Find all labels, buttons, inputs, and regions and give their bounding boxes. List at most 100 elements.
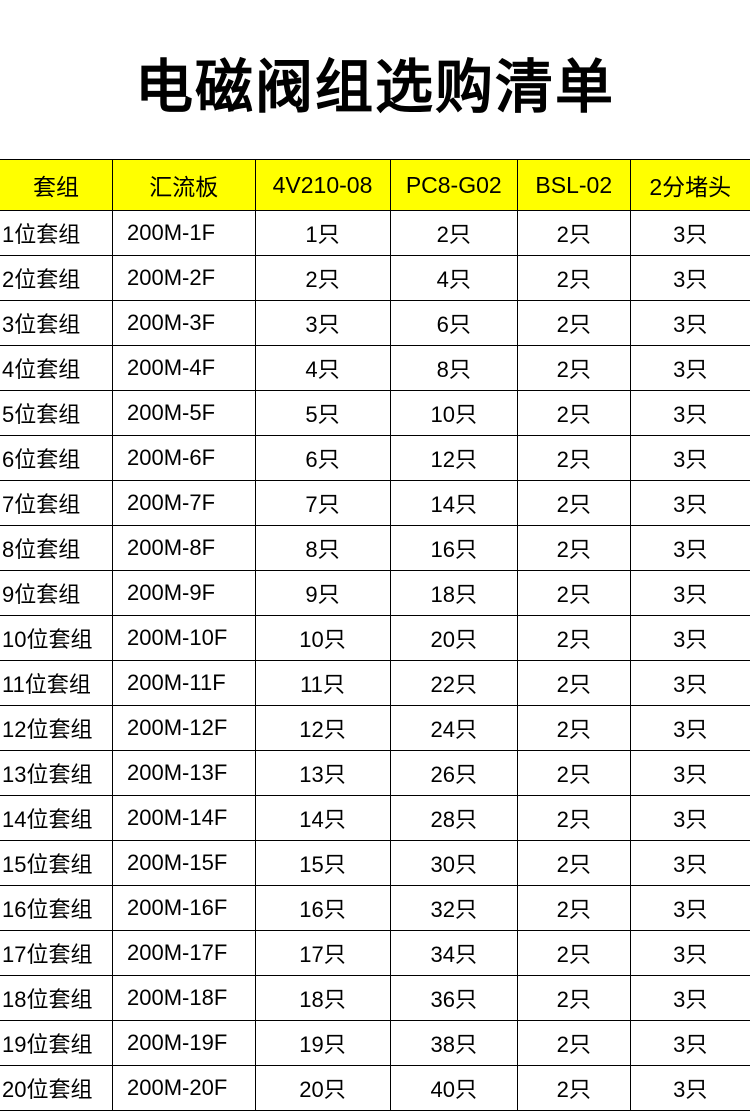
table-cell: 200M-9F: [113, 571, 256, 616]
header-row: 套组汇流板4V210-08PC8-G02BSL-022分堵头: [0, 160, 750, 211]
table-cell: 4只: [390, 256, 518, 301]
table-cell: 2位套组: [0, 256, 113, 301]
table-cell: 4位套组: [0, 346, 113, 391]
table-cell: 15位套组: [0, 841, 113, 886]
table-row: 4位套组200M-4F4只8只2只3只: [0, 346, 750, 391]
table-cell: 10只: [255, 616, 390, 661]
table-cell: 2只: [518, 211, 631, 256]
table-cell: 2只: [518, 481, 631, 526]
table-cell: 18只: [255, 976, 390, 1021]
table-cell: 3只: [255, 301, 390, 346]
table-cell: 3只: [630, 931, 750, 976]
table-cell: 3只: [630, 436, 750, 481]
table-cell: 2只: [518, 301, 631, 346]
table-row: 11位套组200M-11F11只22只2只3只: [0, 661, 750, 706]
table-row: 16位套组200M-16F16只32只2只3只: [0, 886, 750, 931]
table-row: 5位套组200M-5F5只10只2只3只: [0, 391, 750, 436]
table-cell: 200M-2F: [113, 256, 256, 301]
table-header: 套组汇流板4V210-08PC8-G02BSL-022分堵头: [0, 160, 750, 211]
table-cell: 3只: [630, 256, 750, 301]
table-body: 1位套组200M-1F1只2只2只3只2位套组200M-2F2只4只2只3只3位…: [0, 211, 750, 1111]
table-row: 20位套组200M-20F20只40只2只3只: [0, 1066, 750, 1111]
table-row: 18位套组200M-18F18只36只2只3只: [0, 976, 750, 1021]
table-cell: 3只: [630, 391, 750, 436]
table-cell: 3只: [630, 616, 750, 661]
table-cell: 200M-5F: [113, 391, 256, 436]
table-cell: 9只: [255, 571, 390, 616]
table-cell: 200M-4F: [113, 346, 256, 391]
table-cell: 3只: [630, 796, 750, 841]
table-cell: 2只: [518, 841, 631, 886]
table-cell: 200M-14F: [113, 796, 256, 841]
table-cell: 2只: [518, 661, 631, 706]
table-cell: 12只: [255, 706, 390, 751]
table-row: 14位套组200M-14F14只28只2只3只: [0, 796, 750, 841]
table-cell: 24只: [390, 706, 518, 751]
table-cell: 200M-6F: [113, 436, 256, 481]
table-cell: 17只: [255, 931, 390, 976]
table-cell: 13位套组: [0, 751, 113, 796]
table-cell: 40只: [390, 1066, 518, 1111]
column-header-1: 汇流板: [113, 160, 256, 211]
table-cell: 3只: [630, 706, 750, 751]
table-cell: 18位套组: [0, 976, 113, 1021]
table-cell: 4只: [255, 346, 390, 391]
table-cell: 2只: [518, 436, 631, 481]
table-cell: 2只: [518, 1021, 631, 1066]
table-row: 2位套组200M-2F2只4只2只3只: [0, 256, 750, 301]
table-cell: 6位套组: [0, 436, 113, 481]
column-header-5: 2分堵头: [630, 160, 750, 211]
table-row: 1位套组200M-1F1只2只2只3只: [0, 211, 750, 256]
table-cell: 16只: [255, 886, 390, 931]
table-row: 10位套组200M-10F10只20只2只3只: [0, 616, 750, 661]
table-cell: 2只: [518, 931, 631, 976]
table-cell: 34只: [390, 931, 518, 976]
table-cell: 12只: [390, 436, 518, 481]
table-cell: 38只: [390, 1021, 518, 1066]
table-row: 9位套组200M-9F9只18只2只3只: [0, 571, 750, 616]
table-cell: 7位套组: [0, 481, 113, 526]
page-title: 电磁阀组选购清单: [0, 40, 750, 124]
table-cell: 1只: [255, 211, 390, 256]
table-cell: 3只: [630, 751, 750, 796]
table-cell: 2只: [390, 211, 518, 256]
table-cell: 200M-13F: [113, 751, 256, 796]
table-cell: 200M-18F: [113, 976, 256, 1021]
table-row: 7位套组200M-7F7只14只2只3只: [0, 481, 750, 526]
table-cell: 5只: [255, 391, 390, 436]
table-cell: 18只: [390, 571, 518, 616]
table-cell: 200M-16F: [113, 886, 256, 931]
table-cell: 2只: [518, 751, 631, 796]
table-cell: 14位套组: [0, 796, 113, 841]
table-cell: 16位套组: [0, 886, 113, 931]
table-cell: 2只: [518, 706, 631, 751]
table-cell: 2只: [518, 346, 631, 391]
table-cell: 26只: [390, 751, 518, 796]
table-cell: 10位套组: [0, 616, 113, 661]
table-cell: 20只: [390, 616, 518, 661]
column-header-3: PC8-G02: [390, 160, 518, 211]
table-cell: 3只: [630, 211, 750, 256]
table-cell: 2只: [518, 1066, 631, 1111]
table-row: 8位套组200M-8F8只16只2只3只: [0, 526, 750, 571]
table-cell: 2只: [518, 886, 631, 931]
table-row: 12位套组200M-12F12只24只2只3只: [0, 706, 750, 751]
table-cell: 16只: [390, 526, 518, 571]
column-header-2: 4V210-08: [255, 160, 390, 211]
table-cell: 20只: [255, 1066, 390, 1111]
table-cell: 2只: [518, 796, 631, 841]
column-header-0: 套组: [0, 160, 113, 211]
table-cell: 200M-8F: [113, 526, 256, 571]
table-cell: 2只: [255, 256, 390, 301]
table-cell: 6只: [255, 436, 390, 481]
table-cell: 5位套组: [0, 391, 113, 436]
table-cell: 11只: [255, 661, 390, 706]
table-cell: 22只: [390, 661, 518, 706]
table-cell: 30只: [390, 841, 518, 886]
table-cell: 3只: [630, 481, 750, 526]
table-cell: 19只: [255, 1021, 390, 1066]
table-cell: 7只: [255, 481, 390, 526]
table-cell: 2只: [518, 391, 631, 436]
table-cell: 9位套组: [0, 571, 113, 616]
table-cell: 8位套组: [0, 526, 113, 571]
